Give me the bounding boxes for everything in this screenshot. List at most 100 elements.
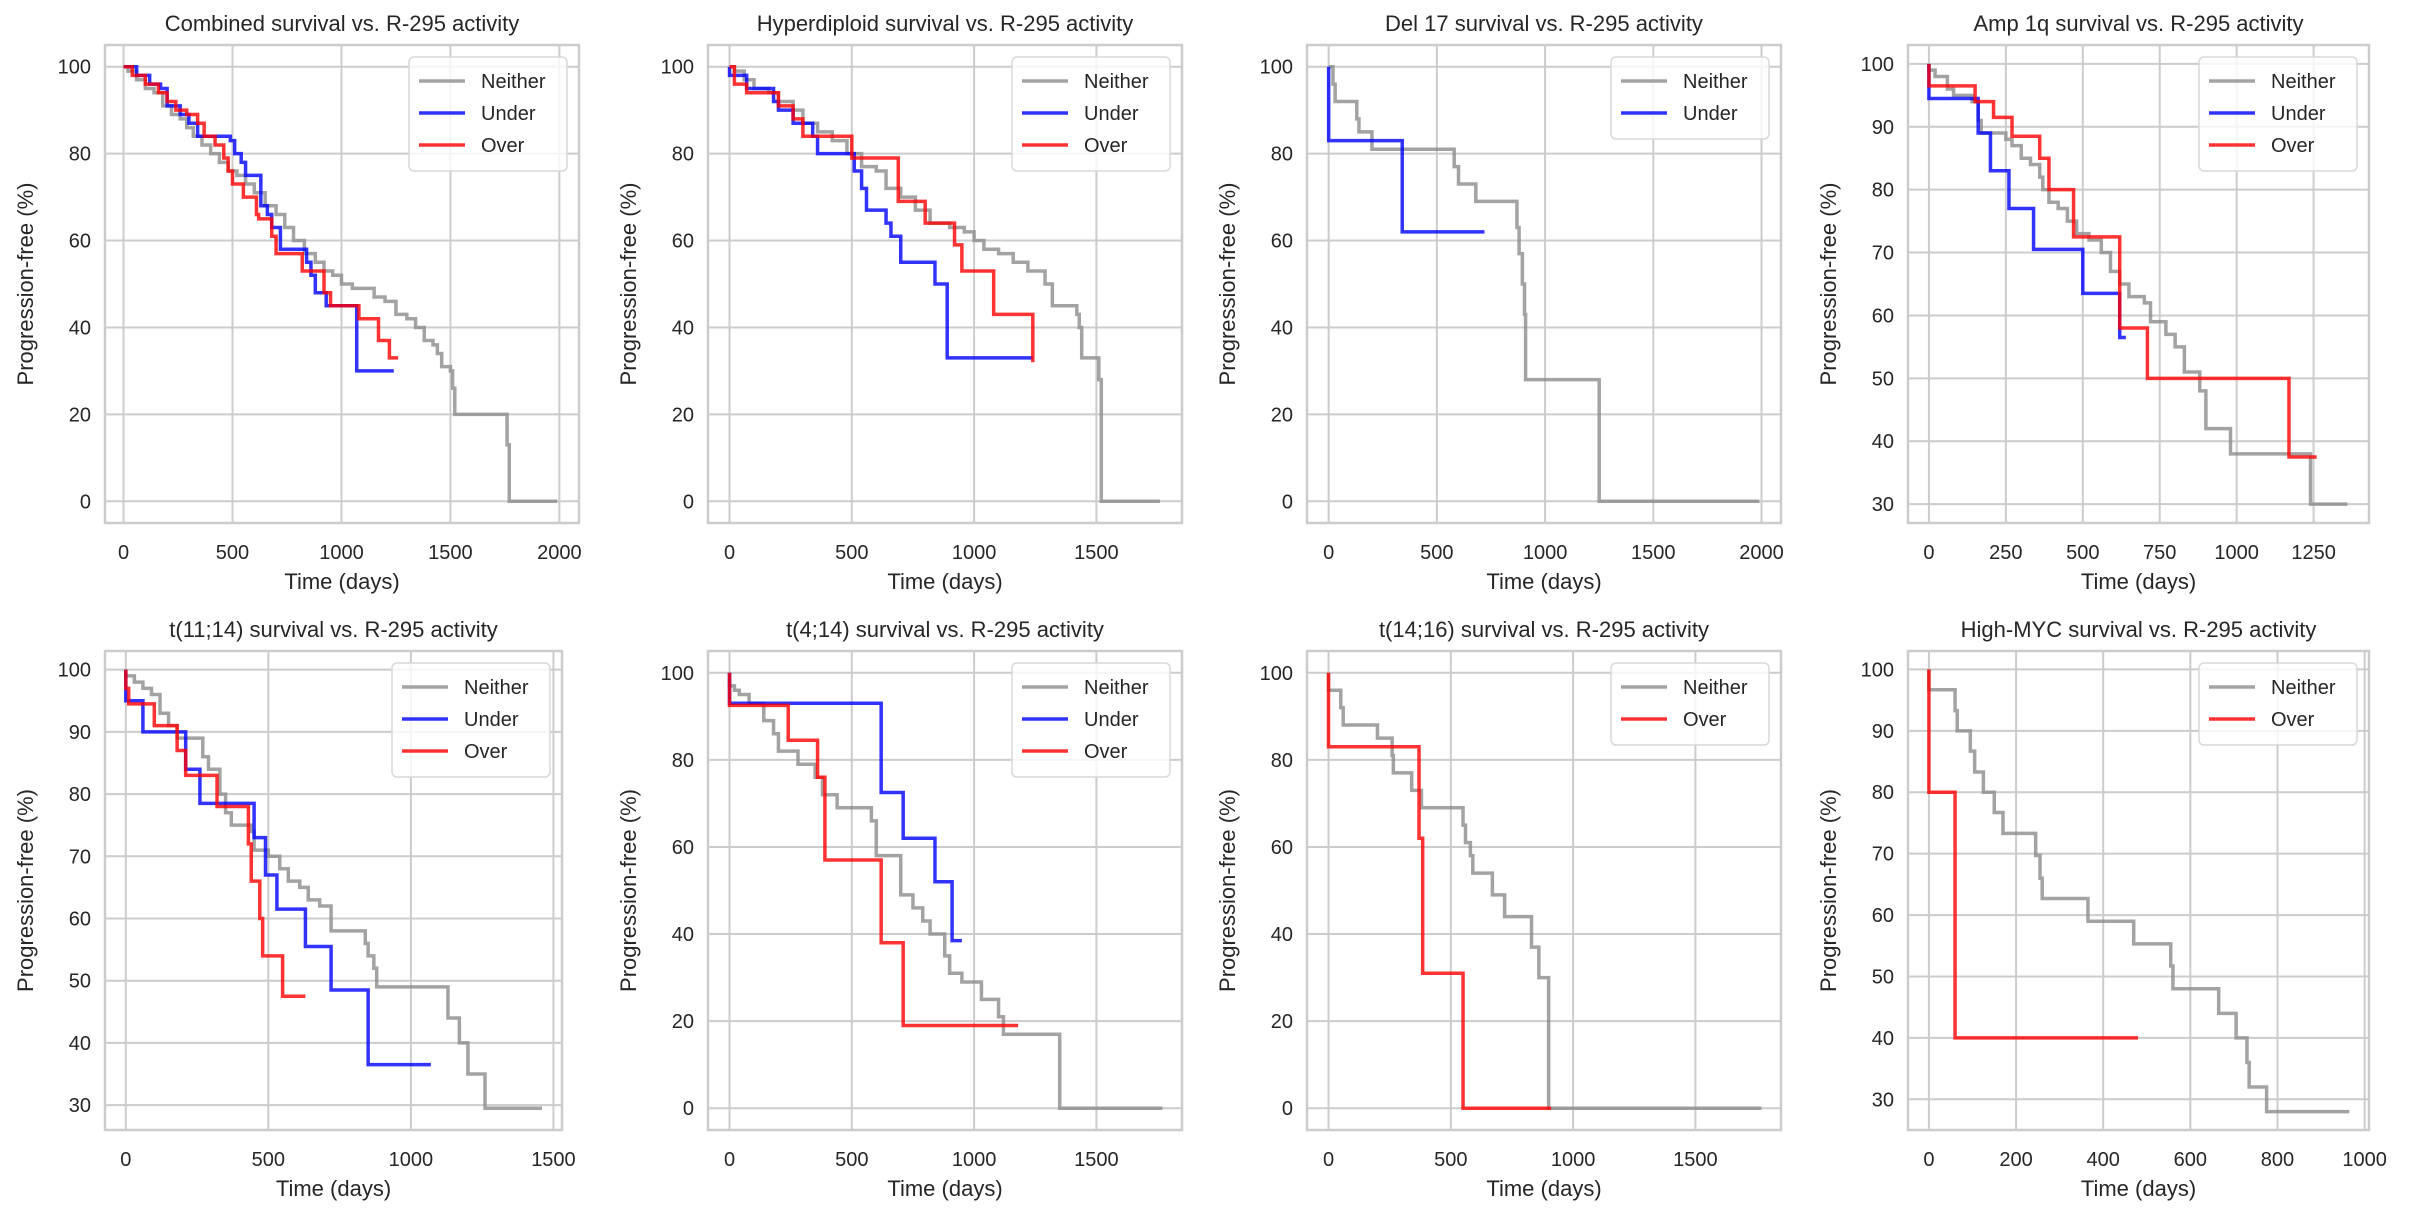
subplot-1: 0 500 1000 1500 2000 0 20 40 60 80 100 Combined sur… <box>13 11 582 594</box>
legend-box <box>2198 662 2358 746</box>
y-tick-label: 60 <box>1271 231 1293 253</box>
y-tick-label: 50 <box>69 971 91 993</box>
y-tick-label: 100 <box>58 660 91 682</box>
axes-frame <box>1305 43 1783 525</box>
y-tick-label: 50 <box>1872 966 1894 988</box>
x-tick-label: 600 <box>2174 1149 2207 1171</box>
series-line-over <box>1326 672 1552 1110</box>
legend-label: Over <box>2271 135 2315 157</box>
y-tick-label: 70 <box>69 846 91 868</box>
y-tick-label: 30 <box>1872 494 1894 516</box>
x-tick-label: 0 <box>118 542 129 564</box>
x-tick-label: 500 <box>1420 542 1453 564</box>
subplot-4: 0 250 500 750 1000 1250 30 40 50 60 70 80 90 100 Amp 1… <box>1816 11 2371 594</box>
y-axis-label: Progression-free (%) <box>1816 789 1841 992</box>
y-tick-label: 100 <box>1861 659 1894 681</box>
y-tick-label: 40 <box>69 1033 91 1055</box>
y-tick-label: 60 <box>1872 305 1894 327</box>
y-tick-label: 90 <box>1872 721 1894 743</box>
legend-box <box>1610 662 1770 746</box>
y-axis-label: Progression-free (%) <box>1215 789 1240 992</box>
y-tick-label: 100 <box>661 663 694 685</box>
x-tick-label: 0 <box>724 542 735 564</box>
x-tick-label: 750 <box>2143 542 2176 564</box>
x-tick-label: 1500 <box>531 1149 576 1171</box>
y-tick-label: 100 <box>661 57 694 79</box>
x-tick-label: 1000 <box>952 1149 997 1171</box>
legend-label: Neither <box>1683 71 1748 93</box>
y-tick-label: 90 <box>69 722 91 744</box>
legend-box <box>1610 56 1770 140</box>
y-tick-label: 80 <box>672 144 694 166</box>
subplot-title: t(4;14) survival vs. R-295 activity <box>786 617 1104 642</box>
subplot-title: t(14;16) survival vs. R-295 activity <box>1379 617 1709 642</box>
x-tick-label: 1000 <box>1551 1149 1596 1171</box>
legend-label: Neither <box>2271 71 2336 93</box>
axes-frame <box>1906 43 2371 525</box>
legend-label: Over <box>1084 741 1128 763</box>
y-tick-label: 40 <box>672 317 694 339</box>
series-line-neither <box>124 669 543 1110</box>
y-tick-label: 20 <box>672 404 694 426</box>
y-tick-label: 70 <box>1872 243 1894 265</box>
y-tick-label: 20 <box>69 404 91 426</box>
legend-box <box>2198 56 2358 172</box>
subplot-title: Hyperdiploid survival vs. R-295 activity <box>757 11 1134 36</box>
x-tick-label: 1250 <box>2291 542 2336 564</box>
x-tick-label: 500 <box>2066 542 2099 564</box>
legend-label: Under <box>2271 103 2326 125</box>
y-tick-label: 0 <box>683 1098 694 1120</box>
x-axis-label: Time (days) <box>2081 569 2196 594</box>
series-line-neither <box>1328 64 1760 504</box>
x-tick-label: 1000 <box>389 1149 434 1171</box>
legend: Neither Under Over <box>408 56 568 172</box>
x-axis-label: Time (days) <box>276 1176 391 1201</box>
axes-frame <box>706 649 1184 1132</box>
legend-label: Under <box>464 709 519 731</box>
legend-box <box>391 662 551 778</box>
legend: Neither Under <box>1610 56 1770 140</box>
x-tick-label: 0 <box>1323 542 1334 564</box>
subplot-7: 0 500 1000 1500 0 20 40 60 80 100 t(14;16) surviva… <box>1215 617 1783 1201</box>
x-axis-label: Time (days) <box>284 569 399 594</box>
y-tick-label: 40 <box>1271 317 1293 339</box>
y-tick-label: 60 <box>1271 837 1293 859</box>
series-line-over <box>123 64 399 360</box>
y-tick-label: 70 <box>1872 844 1894 866</box>
x-tick-label: 0 <box>1323 1149 1334 1171</box>
subplot-5: 0 500 1000 1500 30 40 50 60 70 80 90 100 t(11;14) su… <box>13 617 576 1201</box>
legend-label: Over <box>481 135 525 157</box>
x-axis-label: Time (days) <box>1486 569 1601 594</box>
series-line-over <box>729 64 1035 363</box>
y-tick-label: 20 <box>1271 1011 1293 1033</box>
y-tick-label: 0 <box>80 491 91 513</box>
y-tick-label: 80 <box>1872 782 1894 804</box>
y-tick-label: 80 <box>672 750 694 772</box>
y-tick-label: 80 <box>1271 750 1293 772</box>
y-axis-label: Progression-free (%) <box>616 789 641 992</box>
legend-label: Over <box>2271 709 2315 731</box>
x-tick-label: 2000 <box>1739 542 1784 564</box>
series-line-under <box>124 669 431 1067</box>
y-tick-label: 20 <box>672 1011 694 1033</box>
subplot-6: 0 500 1000 1500 0 20 40 60 80 100 t(4;14) survival… <box>616 617 1184 1201</box>
y-tick-label: 40 <box>69 317 91 339</box>
x-tick-label: 0 <box>120 1149 131 1171</box>
y-tick-label: 0 <box>683 491 694 513</box>
y-axis-label: Progression-free (%) <box>616 183 641 386</box>
x-axis-label: Time (days) <box>1486 1176 1601 1201</box>
y-axis-label: Progression-free (%) <box>1816 183 1841 386</box>
axes-frame <box>1906 649 2371 1132</box>
legend-label: Neither <box>1084 71 1149 93</box>
legend-label: Under <box>1683 103 1738 125</box>
subplot-title: Amp 1q survival vs. R-295 activity <box>1973 11 2303 36</box>
x-tick-label: 500 <box>1434 1149 1467 1171</box>
legend-label: Under <box>1084 709 1139 731</box>
legend: Neither Over <box>1610 662 1770 746</box>
x-tick-label: 0 <box>724 1149 735 1171</box>
y-tick-label: 50 <box>1872 368 1894 390</box>
axes-frame <box>706 43 1184 525</box>
y-tick-label: 90 <box>1872 117 1894 139</box>
x-tick-label: 1500 <box>1631 542 1676 564</box>
y-tick-label: 80 <box>69 144 91 166</box>
